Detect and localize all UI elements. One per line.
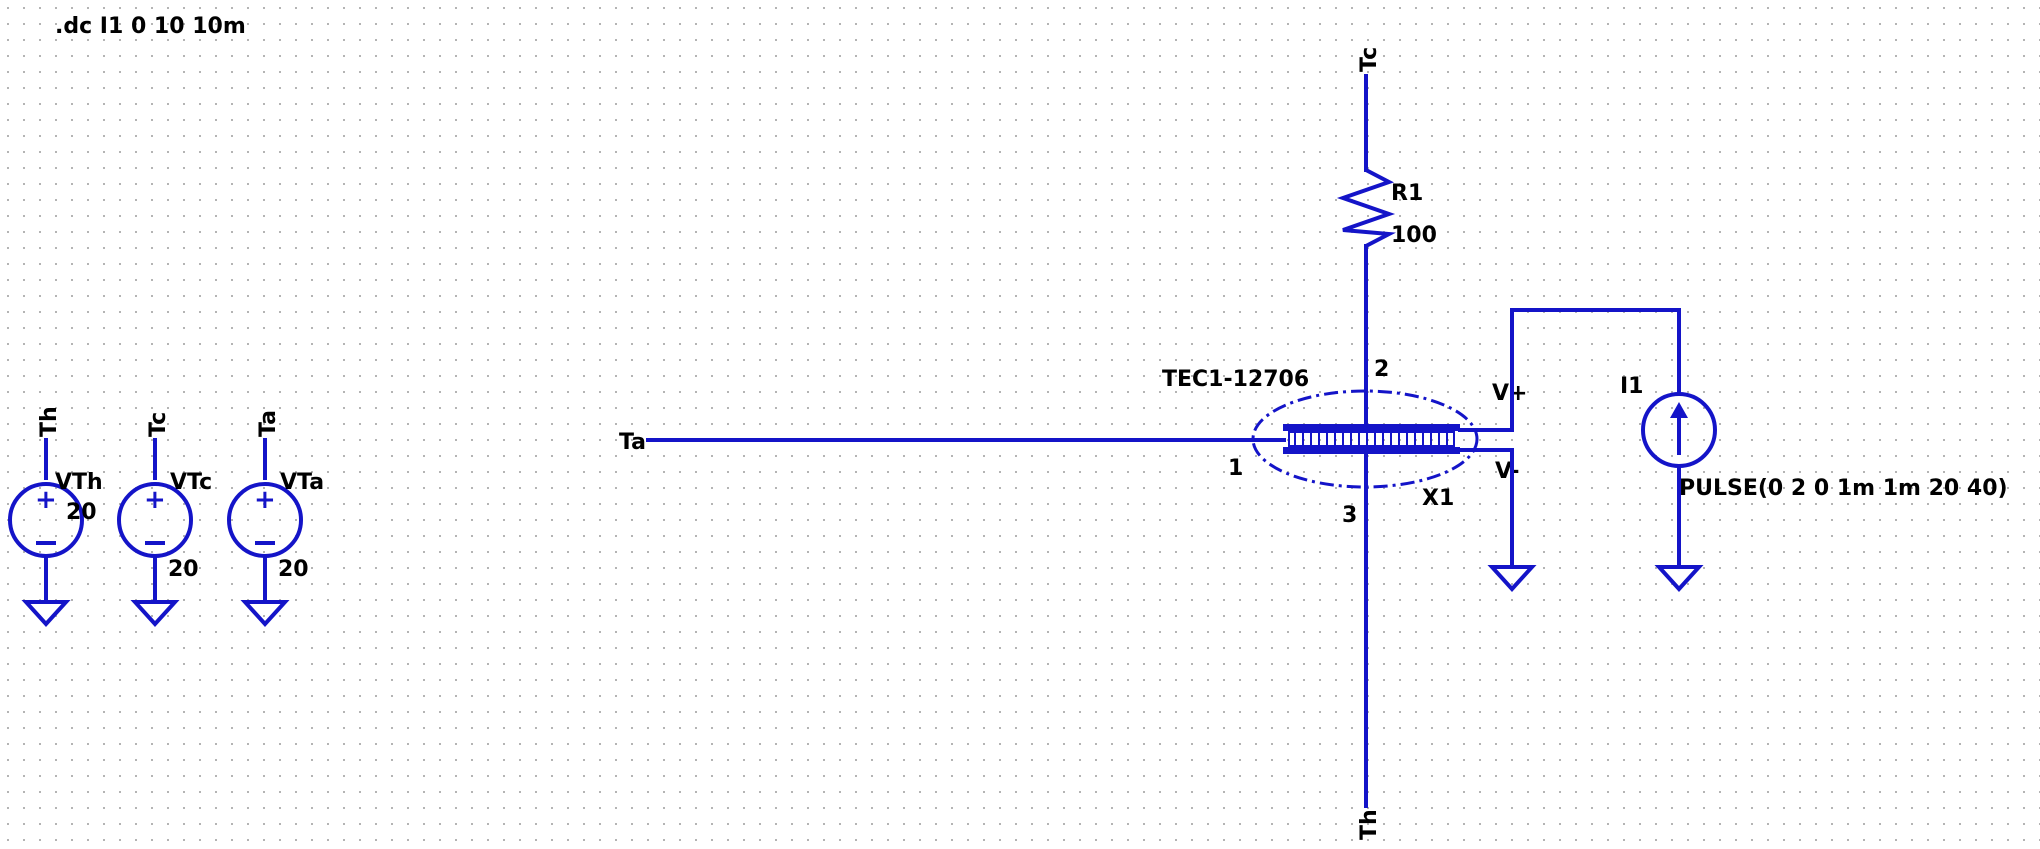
net-label-tc: Tc bbox=[1357, 47, 1382, 72]
tec-module-x1[interactable] bbox=[1251, 389, 1479, 489]
svg-text:+: + bbox=[35, 485, 57, 515]
net-label-th: Th bbox=[37, 406, 62, 437]
r1-value: 100 bbox=[1391, 223, 1437, 248]
vta-name: VTa bbox=[280, 470, 324, 495]
ground-icon bbox=[1654, 565, 1704, 592]
tec-pin-3: 3 bbox=[1342, 503, 1357, 528]
resistor-r1[interactable] bbox=[1336, 168, 1397, 248]
arrow-up-icon bbox=[1670, 402, 1688, 418]
ground-icon bbox=[240, 600, 290, 627]
svg-text:+: + bbox=[144, 485, 166, 515]
tec-pin-2: 2 bbox=[1374, 357, 1389, 382]
ground-icon bbox=[21, 600, 71, 627]
r1-name: R1 bbox=[1391, 181, 1423, 206]
wire-vplus[interactable] bbox=[1458, 308, 1681, 432]
tec-part-number: TEC1-12706 bbox=[1162, 367, 1309, 392]
net-label-ta-source: Ta bbox=[256, 410, 281, 437]
vth-value: 20 bbox=[66, 500, 97, 525]
i1-value: PULSE(0 2 0 1m 1m 20 40) bbox=[1679, 476, 2008, 501]
vth-name: VTh bbox=[55, 470, 103, 495]
net-label-tc-source: Tc bbox=[146, 412, 171, 437]
tec-instance-name: X1 bbox=[1422, 486, 1454, 511]
voltage-source-vth[interactable]: + bbox=[8, 438, 84, 627]
voltage-source-vta[interactable]: + bbox=[227, 438, 303, 627]
dc-directive[interactable]: .dc I1 0 10 10m bbox=[55, 14, 246, 39]
wire-vminus[interactable] bbox=[1458, 448, 1514, 569]
vtc-name: VTc bbox=[170, 470, 212, 495]
i1-name: I1 bbox=[1620, 374, 1644, 399]
vtc-value: 20 bbox=[168, 557, 199, 582]
voltage-source-vtc[interactable]: + bbox=[117, 438, 193, 627]
ground-icon bbox=[130, 600, 180, 627]
tec-pin-1: 1 bbox=[1228, 456, 1243, 481]
svg-text:+: + bbox=[254, 485, 276, 515]
current-source-i1[interactable] bbox=[1641, 392, 1717, 592]
tec-vminus-label: V- bbox=[1495, 459, 1520, 484]
tec-vplus-label: V+ bbox=[1492, 381, 1527, 406]
ground-icon bbox=[1487, 565, 1537, 592]
vta-value: 20 bbox=[278, 557, 309, 582]
net-label-ta: Ta bbox=[619, 430, 646, 455]
net-label-th-bottom: Th bbox=[1357, 809, 1382, 840]
